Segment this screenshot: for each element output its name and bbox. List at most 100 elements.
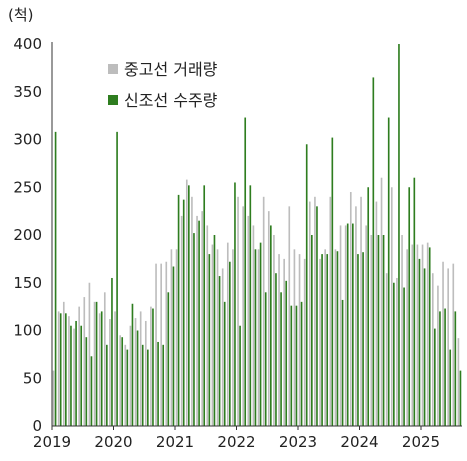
bar-used — [78, 306, 80, 427]
bar-used — [303, 258, 306, 427]
bar-used — [206, 225, 209, 426]
bar-new — [65, 313, 67, 426]
bar-new — [106, 344, 108, 426]
bar-used — [150, 306, 152, 427]
bar-used — [129, 325, 132, 426]
bar-new — [249, 185, 252, 426]
bar-new — [449, 349, 452, 426]
bar-used — [385, 273, 388, 426]
x-tick-label: 2025 — [402, 433, 440, 451]
bar-new — [172, 266, 175, 426]
legend-swatch-new — [108, 95, 118, 105]
bar-used — [73, 328, 75, 426]
legend: 중고선 거래량 신조선 수주량 — [108, 60, 218, 110]
bar-new — [188, 185, 190, 426]
y-tick-label: 250 — [13, 178, 42, 196]
bar-used — [283, 258, 285, 427]
bar-used — [406, 249, 408, 426]
legend-swatch-used — [108, 64, 118, 74]
y-tick-label: 200 — [13, 226, 42, 244]
bar-new — [111, 277, 113, 426]
bar-used — [185, 179, 188, 426]
bar-new — [413, 177, 416, 426]
x-tick-label: 2019 — [33, 433, 71, 451]
bar-new — [377, 235, 380, 426]
bar-used — [134, 318, 137, 426]
bar-new — [100, 311, 103, 426]
bar-used — [155, 263, 157, 426]
x-tick-label: 2021 — [156, 433, 194, 451]
bar-new — [346, 223, 349, 426]
bar-new — [352, 223, 354, 426]
bar-used — [237, 196, 239, 426]
x-tick-label: 2024 — [340, 433, 378, 451]
bar-used — [360, 196, 362, 426]
x-axis-ticks: 2019 2020 2021 2022 2023 2024 2025 — [33, 426, 440, 451]
bar-new — [270, 225, 272, 426]
bar-new — [331, 137, 334, 426]
bar-used — [114, 311, 116, 426]
bar-new — [285, 280, 288, 426]
bar-used — [180, 215, 183, 426]
y-tick-label: 350 — [13, 83, 42, 101]
bar-new — [182, 199, 185, 426]
bar-new — [439, 311, 441, 426]
bar-used — [160, 263, 162, 426]
bar-new — [198, 220, 200, 426]
bar-used — [196, 215, 198, 426]
bar-new — [147, 349, 149, 426]
bar-new — [177, 194, 180, 426]
y-tick-label: 50 — [23, 369, 42, 387]
bar-used — [288, 206, 291, 426]
bar-used — [365, 225, 367, 426]
bar-new — [131, 303, 134, 426]
bar-new — [218, 276, 221, 426]
bar-used — [308, 201, 311, 426]
bar-new — [264, 292, 267, 426]
bar-used — [252, 225, 255, 426]
legend-label-used: 중고선 거래량 — [124, 60, 218, 79]
bar-used — [191, 196, 193, 426]
bar-new — [59, 313, 62, 426]
bar-used — [401, 235, 403, 426]
bar-new — [141, 344, 144, 426]
bar-used — [124, 344, 127, 426]
bar-used — [319, 258, 321, 427]
bar-used — [216, 249, 219, 426]
bar-new — [295, 305, 298, 426]
bar-new — [90, 356, 93, 426]
bar-new — [213, 235, 216, 426]
bar-new — [234, 182, 236, 426]
y-tick-label: 150 — [13, 274, 42, 292]
y-tick-label: 100 — [13, 322, 42, 340]
bar-used — [139, 311, 142, 426]
bar-used — [293, 249, 296, 426]
bar-new — [372, 77, 375, 427]
bar-used — [457, 338, 460, 426]
bar-used — [211, 244, 214, 426]
bar-used — [431, 273, 434, 426]
bar-used — [267, 211, 270, 427]
bar-new — [280, 292, 282, 426]
bar-new — [193, 233, 195, 426]
bar-used — [109, 319, 111, 426]
bar-new — [259, 242, 262, 426]
bar-new — [121, 337, 124, 426]
y-tick-label: 0 — [32, 417, 42, 435]
bar-new — [136, 330, 139, 426]
bar-new — [321, 254, 323, 426]
bar-used — [411, 244, 414, 426]
bar-new — [290, 305, 293, 426]
x-tick-label: 2020 — [94, 433, 132, 451]
bar-new — [126, 349, 129, 426]
bar-new — [341, 299, 344, 426]
bar-new — [70, 325, 72, 426]
bar-used — [232, 249, 234, 426]
bar-new — [116, 131, 118, 427]
bar-used — [226, 242, 229, 426]
bar-used — [344, 225, 347, 426]
bar-used — [349, 192, 352, 426]
bar-used — [88, 282, 91, 426]
bar-used — [221, 268, 224, 426]
